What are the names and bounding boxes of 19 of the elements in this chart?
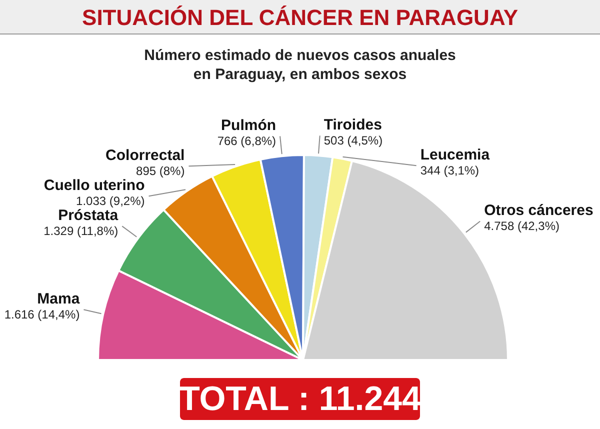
data-label: 344 (3,1%) (420, 164, 480, 178)
slice-label: Tiroides (324, 116, 382, 134)
slice-label: Otros cánceres (484, 202, 594, 220)
data-label: 1.329 (11,8%) (44, 224, 118, 238)
data-label: 895 (8%) (136, 164, 185, 178)
slice-label: Mama (37, 290, 80, 308)
data-label: 4.758 (42,3%) (484, 219, 560, 234)
slice-label: Pulmón (221, 117, 276, 134)
data-label: 503 (4,5%) (324, 134, 383, 148)
data-label: 1.616 (14,4%) (4, 308, 80, 322)
data-label: 766 (6,8%) (217, 134, 276, 148)
slice-label: Próstata (58, 207, 119, 224)
data-label: 1.033 (9,2%) (76, 194, 145, 208)
chart-subtitle: Número estimado de nuevos casos anuales en Paraguay, en ambos sexos (144, 47, 456, 83)
text: TOTAL : 11.244 (179, 380, 422, 418)
chart-title: SITUACIÓN DEL CÁNCER EN PARAGUAY (82, 5, 518, 30)
slice-label: Leucemia (420, 146, 490, 164)
slice-label: Colorrectal (106, 147, 185, 164)
slice-label: Cuello uterino (44, 177, 145, 194)
